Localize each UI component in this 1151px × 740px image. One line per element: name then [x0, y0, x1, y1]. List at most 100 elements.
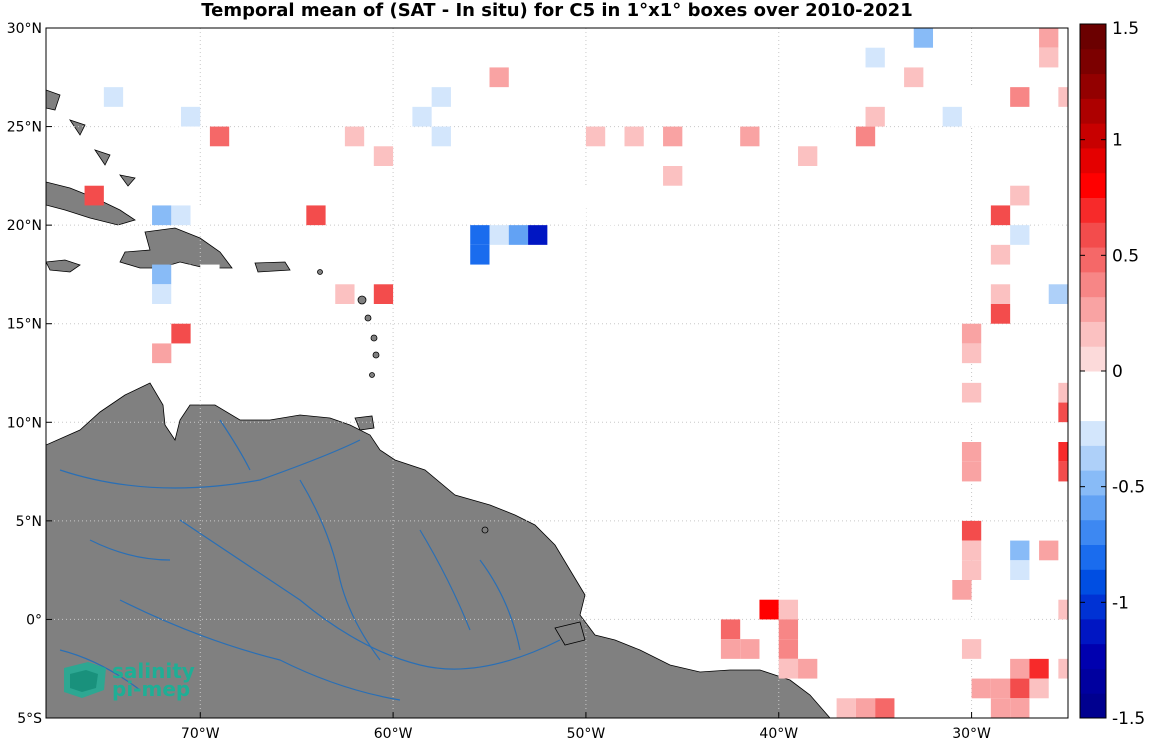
heatmap-cell: [1058, 402, 1068, 423]
heatmap-cell: [904, 67, 924, 88]
x-tick-label: 50°W: [567, 726, 606, 740]
heatmap-cell: [171, 264, 191, 285]
heatmap-cells: [84, 28, 1068, 718]
heatmap-cell: [1058, 87, 1068, 107]
heatmap-cell: [865, 47, 885, 68]
heatmap-cell: [152, 343, 172, 364]
colorbar: 1.5 1 0.5 0 -0.5 -1 -1.5: [1079, 19, 1145, 729]
heatmap-cell: [344, 126, 365, 147]
heatmap-cell: [1058, 422, 1068, 442]
y-tick-label: 10°N: [7, 415, 42, 431]
heatmap-cell: [1010, 658, 1030, 679]
colorbar-segment: [1080, 24, 1106, 50]
heatmap-cell: [277, 126, 297, 147]
heatmap-cell: [1039, 639, 1059, 659]
logo-line1: salinity: [112, 659, 195, 683]
jamaica-island: [46, 259, 81, 273]
heatmap-cell: [161, 106, 181, 127]
heatmap-cell: [990, 304, 1011, 324]
south-america-landmass: [46, 382, 831, 718]
lesser-antilles: [317, 269, 489, 534]
heatmap-cell: [1058, 382, 1068, 403]
heatmap-cell: [1010, 599, 1030, 620]
hispaniola-island: [119, 227, 233, 269]
colorbar-segment: [1080, 222, 1106, 248]
heatmap-cell: [942, 619, 962, 640]
x-tick-label: 30°W: [952, 726, 991, 740]
heatmap-cell: [152, 205, 172, 226]
heatmap-cell: [1058, 363, 1068, 383]
heatmap-cell: [209, 126, 230, 147]
heatmap-cell: [759, 599, 779, 620]
chart-title: Temporal mean of (SAT - In situ) for C5 …: [201, 0, 913, 21]
heatmap-cell: [624, 126, 644, 147]
heatmap-cell: [990, 698, 1011, 718]
heatmap-cell: [190, 205, 210, 226]
heatmap-cell: [971, 678, 991, 699]
colorbar-segment: [1080, 98, 1106, 124]
heatmap-cell: [711, 146, 731, 166]
colorbar-segment: [1080, 197, 1106, 223]
land-layer: [46, 89, 831, 718]
trinidad-island: [354, 415, 375, 431]
heatmap-cell: [412, 106, 432, 127]
plot-frame: [45, 27, 1069, 719]
heatmap-cell: [778, 658, 799, 679]
x-tick-label: 40°W: [759, 726, 798, 740]
heatmap-cell: [1010, 639, 1030, 659]
heatmap-cell: [1039, 540, 1059, 561]
heatmap-cell: [778, 619, 799, 640]
heatmap-cell: [142, 87, 162, 107]
colorbar-segment: [1080, 445, 1106, 471]
heatmap-cell: [152, 284, 172, 304]
heatmap-cell: [1039, 47, 1059, 68]
colorbar-segment: [1080, 494, 1106, 521]
x-axis: 70°W 60°W 50°W 40°W 30°W: [181, 712, 991, 740]
bahamas-islands: [46, 89, 136, 187]
heatmap-cell: [990, 678, 1011, 699]
colorbar-segment: [1080, 395, 1106, 422]
heatmap-cell: [200, 264, 220, 285]
heatmap-cell: [826, 106, 847, 127]
y-tick-label: 5°N: [16, 514, 42, 530]
heatmap-cell: [171, 323, 191, 344]
heatmap-cell: [393, 126, 413, 147]
heatmap-cell: [373, 284, 394, 304]
y-tick-label: 0°: [26, 612, 42, 628]
heatmap-cell: [990, 244, 1011, 265]
heatmap-cell: [990, 205, 1011, 226]
heatmap-cell: [961, 540, 982, 561]
heatmap-cell: [335, 284, 355, 304]
heatmap-cell: [171, 284, 191, 304]
heatmap-cell: [1000, 619, 1020, 640]
y-axis: 30°N 25°N 20°N 15°N 10°N 5°N 0° 5°S: [7, 21, 52, 727]
colorbar-segment: [1080, 271, 1106, 298]
colorbar-tick-label: -1.5: [1112, 709, 1145, 729]
colorbar-tick-label: 1.5: [1112, 19, 1139, 39]
heatmap-cell: [1039, 580, 1059, 600]
heatmap-cell: [373, 146, 394, 166]
y-tick-label: 5°S: [17, 711, 42, 727]
heatmap-cell: [961, 382, 982, 403]
heatmap-cell: [595, 205, 615, 226]
colorbar-segment: [1080, 420, 1106, 446]
heatmap-cell: [180, 106, 201, 127]
heatmap-cell: [1058, 658, 1068, 679]
heatmap-cell: [981, 619, 1001, 640]
heatmap-cell: [961, 560, 982, 580]
heatmap-cell: [431, 87, 451, 107]
heatmap-cell: [961, 87, 982, 107]
heatmap-cell: [884, 28, 905, 48]
colorbar-tick-label: 0.5: [1112, 246, 1139, 266]
marajo-island: [554, 621, 586, 646]
heatmap-cell: [431, 126, 451, 147]
heatmap-cell: [470, 244, 490, 265]
heatmap-cell: [798, 658, 818, 679]
heatmap-cell: [798, 146, 818, 166]
heatmap-cell: [961, 343, 982, 364]
heatmap-cell: [1010, 225, 1030, 245]
heatmap-cell: [663, 166, 683, 186]
heatmap-cell: [981, 28, 1001, 48]
heatmap-cell: [720, 619, 741, 640]
heatmap-cell: [846, 87, 866, 107]
